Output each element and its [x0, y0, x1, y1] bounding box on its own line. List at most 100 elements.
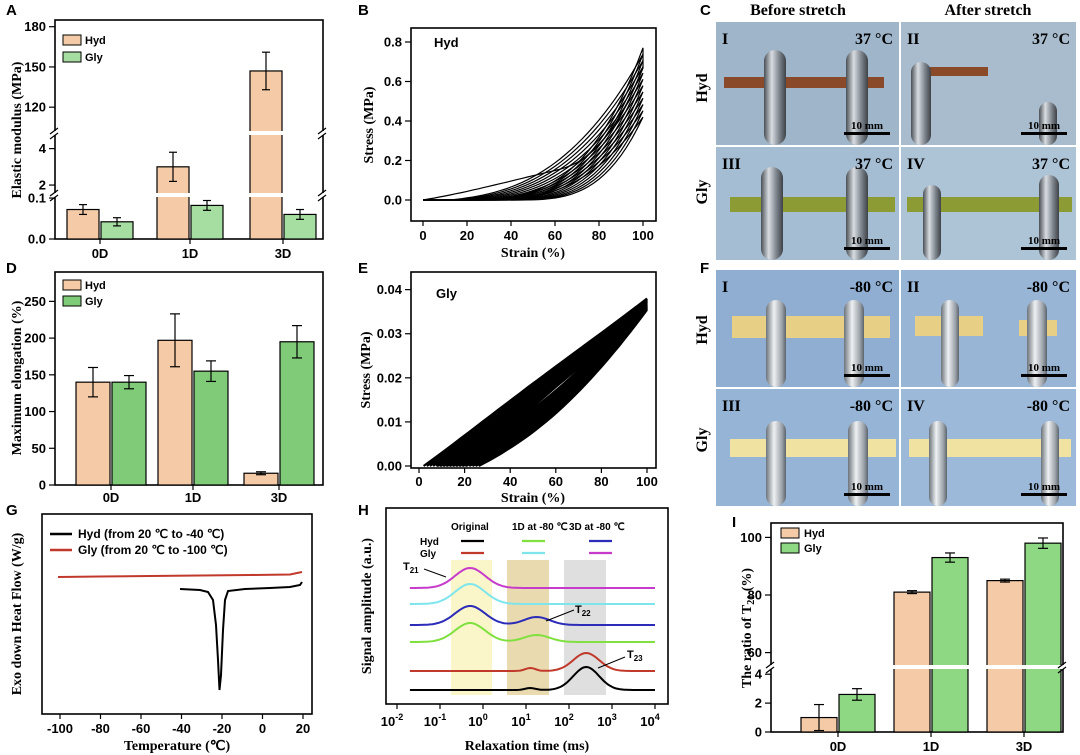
- panel-b-xtick-label: 60: [548, 228, 562, 243]
- panel-h-curve-0: [409, 566, 655, 589]
- panel-b-xtick-label: 0: [419, 228, 426, 243]
- photo-scale-bar: [1021, 247, 1067, 250]
- clamp-rod: [923, 185, 941, 260]
- panel-i-ytick-label: 100: [740, 530, 762, 545]
- panel-a-break-lower: [52, 193, 327, 197]
- panel-e-frame: [410, 271, 657, 469]
- panel-i-legend-hyd: Hyd: [804, 528, 825, 540]
- panel-h-curve-3: [409, 622, 655, 643]
- panel-h-curve-5: [409, 665, 655, 691]
- panel-i-legend-gly-swatch: [780, 542, 800, 554]
- panel-b-ytick-label: 0.6: [384, 74, 402, 89]
- panel-a-xtick-label: 3D: [275, 246, 292, 261]
- panel-d-ytick-label: 100: [24, 404, 46, 419]
- panel-e-cycle-curve: [445, 303, 648, 467]
- panel-e-cycle-curve: [432, 300, 648, 467]
- panel-e-cycle-curve: [438, 302, 648, 467]
- clamp-rod: [1039, 175, 1059, 260]
- panel-e-chart: 0 20 40 60 80 100 0.00 0.01 0.02 0.03 0.04 Gly Str…: [359, 271, 658, 506]
- panel-d-legend-hyd-swatch: [62, 279, 82, 291]
- photo-roman-label: III: [722, 156, 741, 173]
- panel-a-xtick-label: 1D: [182, 246, 199, 261]
- panel-d-bar-gly-3D: [279, 341, 315, 486]
- panel-a-legend-hyd: Hyd: [85, 35, 106, 47]
- panel-e-ytick-label: 0.04: [377, 282, 403, 297]
- photo-scale-bar: [844, 132, 890, 135]
- panel-letter-f: F: [700, 260, 709, 277]
- clamp-rod: [929, 421, 947, 506]
- panel-h-band-original: [451, 560, 492, 695]
- panel-f-photo-4: IV -80 °C 10 mm: [901, 389, 1076, 506]
- panel-d-bar-gly-0D: [111, 381, 147, 486]
- panel-h-xlabel: Relaxation time (ms): [465, 739, 590, 754]
- photo-roman-label: IV: [907, 156, 925, 173]
- panel-f-row-hyd: Hyd: [694, 315, 711, 344]
- panel-h-xtick-label: 104: [640, 712, 659, 729]
- panel-i-legend-hyd-swatch: [780, 527, 800, 539]
- sample-strip: [907, 197, 1072, 212]
- panel-b-xlabel: Strain (%): [501, 246, 566, 261]
- panel-c-header-before: Before stretch: [750, 2, 846, 19]
- panel-c-photo-2: II 37 °C 10 mm: [901, 22, 1076, 145]
- panel-a-legend-hyd-swatch: [62, 34, 82, 46]
- panel-h-legend-hyd: Hyd: [420, 537, 439, 548]
- panel-e-ytick-label: 0.03: [377, 326, 402, 341]
- panel-i-ytick-label: 2: [755, 696, 762, 711]
- panel-h-legend-3d: 3D at -80 ℃: [569, 522, 625, 533]
- clamp-rod: [1027, 300, 1047, 387]
- sample-strip: [913, 67, 988, 76]
- clamp-rod: [846, 167, 868, 260]
- photo-scale-bar: [1021, 374, 1067, 377]
- panel-e-cycle-curve: [442, 302, 648, 467]
- photo-scale-label: 10 mm: [1028, 235, 1060, 247]
- panel-letter-d: D: [6, 260, 17, 277]
- panel-h-legend-1d: 1D at -80 ℃: [512, 522, 568, 533]
- panel-b-chart: 0 20 40 60 80 100 0.0 0.2 0.4 0.6 0.8 Hyd Strain (…: [362, 27, 657, 261]
- panel-i-legend-gly: Gly: [804, 543, 823, 555]
- panel-h-arrow-t21: [423, 568, 447, 578]
- clamp-rod: [764, 50, 786, 145]
- panel-e-cycle-curve: [448, 304, 648, 467]
- panel-c-row-hyd: Hyd: [694, 73, 711, 102]
- panel-h-curves: [409, 566, 655, 691]
- photo-scale-label: 10 mm: [851, 362, 883, 374]
- panel-g-xtick-label: -100: [47, 721, 73, 736]
- panel-i-xtick-label: 1D: [923, 739, 940, 754]
- panel-h-xtick-label: 10-1: [424, 712, 446, 729]
- panel-d-ytick-label: 200: [24, 331, 46, 346]
- panel-b-curves: [422, 47, 644, 201]
- clamp-rod: [844, 300, 864, 387]
- panel-h-annot-t22: T22: [575, 604, 591, 618]
- photo-temperature-label: -80 °C: [1027, 398, 1070, 415]
- panel-d-legend-gly: Gly: [85, 296, 104, 308]
- panel-d-chart: 0 50 100 150 200 250 0D 1D 3D Maximum elongation…: [10, 271, 324, 505]
- panel-i-ytick-label: 4: [755, 667, 763, 682]
- panel-h-annot-t21: T21: [403, 561, 419, 575]
- panel-h-band-3d: [564, 560, 606, 695]
- panel-e-cycle-curve: [464, 309, 648, 467]
- panel-h-xtick-label: 103: [597, 712, 616, 729]
- panel-e-tag: Gly: [436, 286, 458, 301]
- panel-a-ytick-label: 180: [24, 19, 46, 34]
- panel-e-ticks: 0 20 40 60 80 100 0.00 0.01 0.02 0.03 0.04: [377, 282, 658, 489]
- panel-a-ytick-label: 0.1: [28, 191, 46, 206]
- panel-g-xtick-label: -40: [172, 721, 191, 736]
- panel-d-ytick-label: 50: [32, 441, 46, 456]
- panel-letter-b: B: [358, 2, 369, 19]
- panel-e-cycle-curve: [457, 307, 648, 467]
- panel-d-bars: [75, 313, 315, 486]
- panel-b-xtick-label: 80: [592, 228, 606, 243]
- clamp-rod: [846, 50, 868, 145]
- photo-temperature-label: 37 °C: [855, 31, 893, 48]
- panel-a-ytick-label: 150: [24, 59, 46, 74]
- panel-d-bar-gly-1D: [193, 370, 229, 486]
- panel-c-photo-3: III 37 °C 10 mm: [716, 147, 899, 260]
- panel-a-ytick-label: 4: [39, 141, 47, 156]
- panel-d-bar-hyd-0D: [75, 381, 111, 486]
- panel-d-ylabel: Maximum elongation (%): [10, 300, 25, 455]
- panel-letter-i: I: [732, 514, 736, 531]
- panel-e-xlabel: Strain (%): [501, 491, 566, 506]
- panel-i-xtick-label: 0D: [830, 739, 847, 754]
- panel-letter-c: C: [700, 2, 711, 19]
